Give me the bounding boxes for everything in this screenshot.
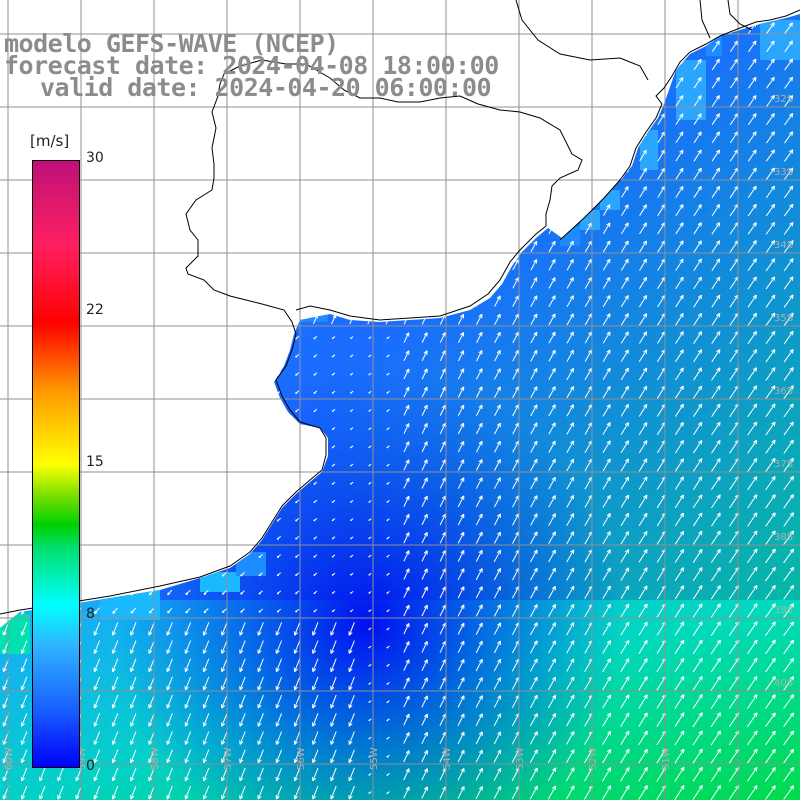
colorbar-tick: 22 <box>86 302 104 318</box>
map-title: modelo GEFS-WAVE (NCEP) <box>4 29 339 58</box>
latitude-label: 40S <box>774 678 793 689</box>
longitude-label: 58W <box>150 747 161 770</box>
colorbar-tick: 8 <box>86 606 95 622</box>
longitude-label: 56W <box>296 747 307 770</box>
longitude-label: 53W <box>515 747 526 770</box>
longitude-label: 60W <box>4 747 15 770</box>
colorbar-tick: 0 <box>86 758 95 774</box>
colorbar-tick: 15 <box>86 454 104 470</box>
coastline-north <box>515 0 753 81</box>
latitude-label: 32S <box>774 94 793 105</box>
valid-date: valid date: 2024-04-20 06:00:00 <box>40 73 492 102</box>
colorbar-unit-label: [m/s] <box>30 132 70 150</box>
latitude-label: 36S <box>774 386 793 397</box>
latitude-label: 35S <box>774 313 793 324</box>
latitude-label: 39S <box>774 605 793 616</box>
colorbar <box>32 160 80 768</box>
forecast-date: forecast date: 2024-04-08 18:00:00 <box>4 51 499 80</box>
longitude-label: 51W <box>661 747 672 770</box>
longitude-label: 55W <box>369 747 380 770</box>
coastline <box>0 9 800 615</box>
longitude-label: 59W <box>77 747 88 770</box>
longitude-label: 57W <box>223 747 234 770</box>
latitude-label: 38S <box>774 532 793 543</box>
latitude-label: 37S <box>774 459 793 470</box>
longitude-label: 52W <box>588 747 599 770</box>
latitude-label: 33S <box>774 167 793 178</box>
latitude-label: 34S <box>774 240 793 251</box>
colorbar-tick: 30 <box>86 150 104 166</box>
longitude-label: 54W <box>442 747 453 770</box>
